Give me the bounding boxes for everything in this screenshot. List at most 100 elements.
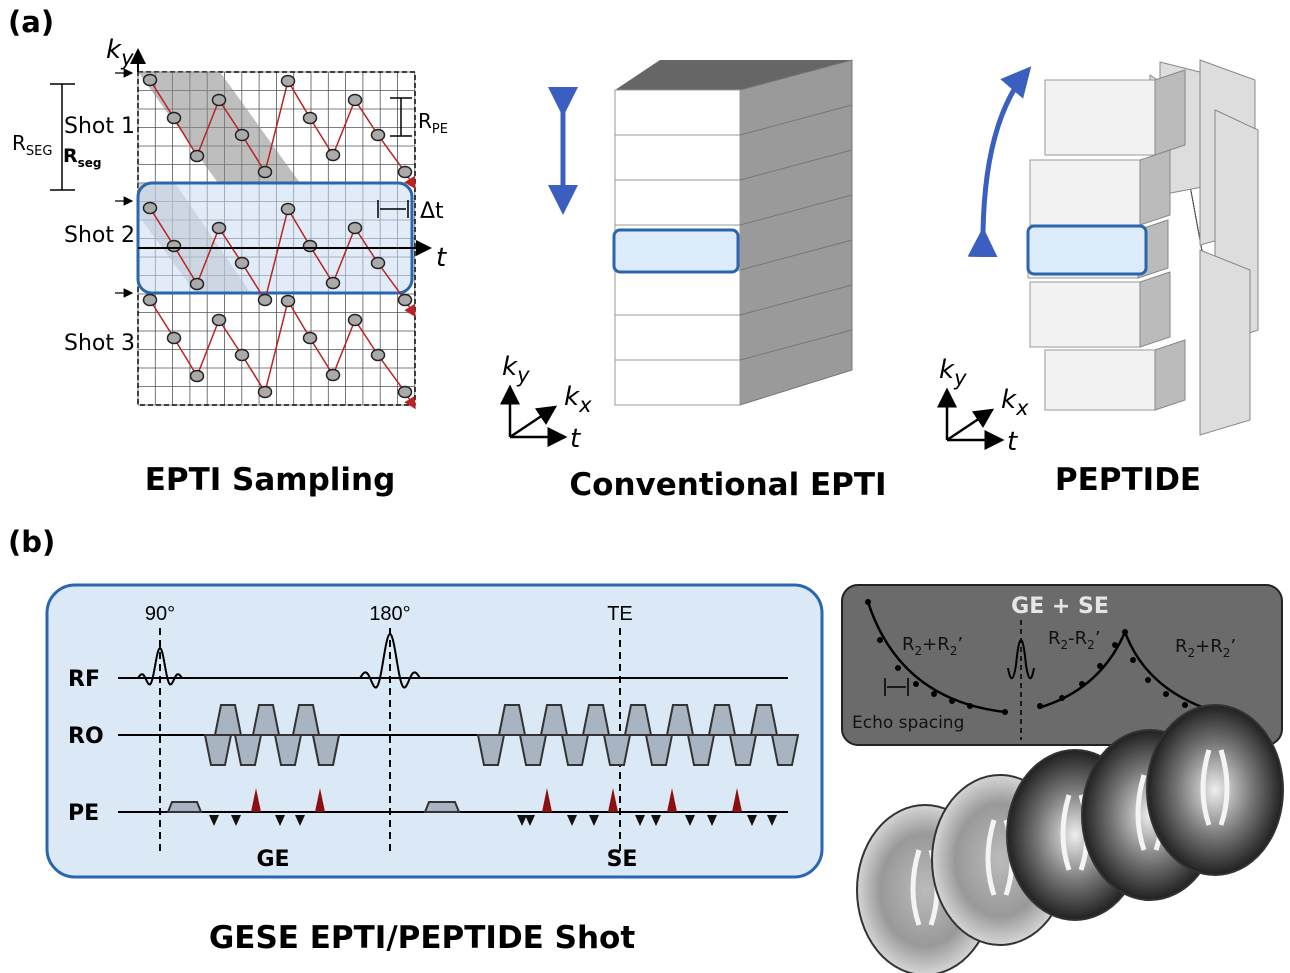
sample-point xyxy=(282,204,295,215)
sample-point xyxy=(327,278,340,289)
rate-part: R xyxy=(1210,636,1223,657)
sample-point xyxy=(372,130,385,141)
axis-label-sub: y xyxy=(516,363,530,387)
rate-sub: 2 xyxy=(950,644,958,658)
block-face xyxy=(1030,282,1140,347)
echo-dot xyxy=(949,698,955,704)
axis-label: ky xyxy=(106,35,134,70)
sample-point xyxy=(349,223,362,234)
echo-dot xyxy=(1112,642,1118,648)
highlight xyxy=(614,230,738,272)
echo-label: SE xyxy=(607,847,638,872)
axis-label: t xyxy=(1007,427,1018,457)
r-seg: RSEG xyxy=(12,131,52,159)
axis-label: ky xyxy=(502,352,530,387)
echo-dot xyxy=(1145,677,1151,683)
sequence-box xyxy=(47,585,822,877)
row-label: PE xyxy=(68,801,99,826)
rate-part: + xyxy=(922,634,937,655)
pulse-label: 90° xyxy=(145,603,175,625)
sample-point xyxy=(304,241,317,252)
sample-point xyxy=(213,223,226,234)
rate-part: R xyxy=(1075,628,1088,649)
sample-point xyxy=(236,258,249,269)
sample-point xyxy=(236,130,249,141)
sample-point xyxy=(282,76,295,87)
block-side xyxy=(1140,272,1170,347)
shot-label: Shot 2 xyxy=(64,223,135,248)
axis xyxy=(510,407,555,437)
sample-point xyxy=(213,95,226,106)
sample-point xyxy=(144,203,157,214)
echo-spacing: Echo spacing xyxy=(852,713,964,733)
sample-point xyxy=(236,350,249,361)
rate-sub: 2 xyxy=(915,644,923,658)
sample-point xyxy=(399,295,412,306)
axis-label-sub: y xyxy=(953,366,967,390)
panel-label: (b) xyxy=(8,525,55,559)
block-face xyxy=(1045,80,1155,155)
axis-label: ky xyxy=(939,355,967,390)
sample-point xyxy=(144,75,157,86)
sample-point xyxy=(304,113,317,124)
block-side xyxy=(1155,70,1185,155)
axis-label: kx xyxy=(1001,385,1029,420)
bracket xyxy=(390,98,412,136)
pe-blip xyxy=(425,802,459,812)
rate-part: R xyxy=(1175,636,1188,657)
axis xyxy=(947,410,992,440)
pulse-label: TE xyxy=(607,603,633,625)
sample-point xyxy=(327,150,340,161)
sample-point xyxy=(372,258,385,269)
sample-point xyxy=(259,295,272,306)
pe-blip xyxy=(168,802,201,812)
axis-label-main: k xyxy=(564,382,580,412)
highlight xyxy=(138,183,412,293)
rate-part: R xyxy=(1048,628,1061,649)
rate-sub: 2 xyxy=(1188,646,1196,660)
echo-dot xyxy=(931,691,937,697)
echo-dot xyxy=(1182,702,1188,708)
rate-sub: 2 xyxy=(1087,638,1095,652)
caption: GESE EPTI/PEPTIDE Shot xyxy=(209,920,636,956)
rate-part: R xyxy=(937,634,950,655)
figure: (a) (b) ky t Shot 1 Shot 2 Shot 3 RSEG R… xyxy=(0,0,1290,973)
rate-part: ’ xyxy=(1095,628,1101,649)
sample-point xyxy=(168,113,181,124)
sample-point xyxy=(349,315,362,326)
echo-dot xyxy=(1002,709,1008,715)
highlight xyxy=(1028,226,1146,274)
axis-label-main: k xyxy=(502,352,518,382)
echo-dot xyxy=(1163,691,1169,697)
sample-point xyxy=(259,167,272,178)
axis-label: t xyxy=(570,424,581,454)
echo-dot xyxy=(1097,663,1103,669)
sample-point xyxy=(304,333,317,344)
sample-point xyxy=(349,95,362,106)
sample-point xyxy=(191,279,204,290)
sample-point xyxy=(259,387,272,398)
sample-point xyxy=(399,387,412,398)
rate-sub: 2 xyxy=(1061,638,1069,652)
block-side xyxy=(1140,150,1170,225)
axis-label-sub: x xyxy=(578,393,592,417)
sample-point xyxy=(191,371,204,382)
echo-dot xyxy=(967,703,973,709)
pulse-label: 180° xyxy=(369,603,410,625)
sample-point xyxy=(213,315,226,326)
sample-point xyxy=(399,167,412,178)
rate-part: R xyxy=(902,634,915,655)
fin xyxy=(1200,250,1250,435)
brain-slice xyxy=(1147,705,1283,875)
block-face xyxy=(1030,160,1140,225)
box-side xyxy=(740,60,852,405)
axis-label-main: k xyxy=(939,355,955,385)
block-face xyxy=(1045,350,1155,410)
shot-label: Shot 1 xyxy=(64,114,135,139)
echo-dot xyxy=(877,637,883,643)
sample-point xyxy=(144,295,157,306)
row-label: RF xyxy=(68,667,100,692)
sample-point xyxy=(372,350,385,361)
page: {"panel_a": {"label": "(a)", "sampling":… xyxy=(0,0,1290,973)
panel-label: (a) xyxy=(8,5,54,39)
